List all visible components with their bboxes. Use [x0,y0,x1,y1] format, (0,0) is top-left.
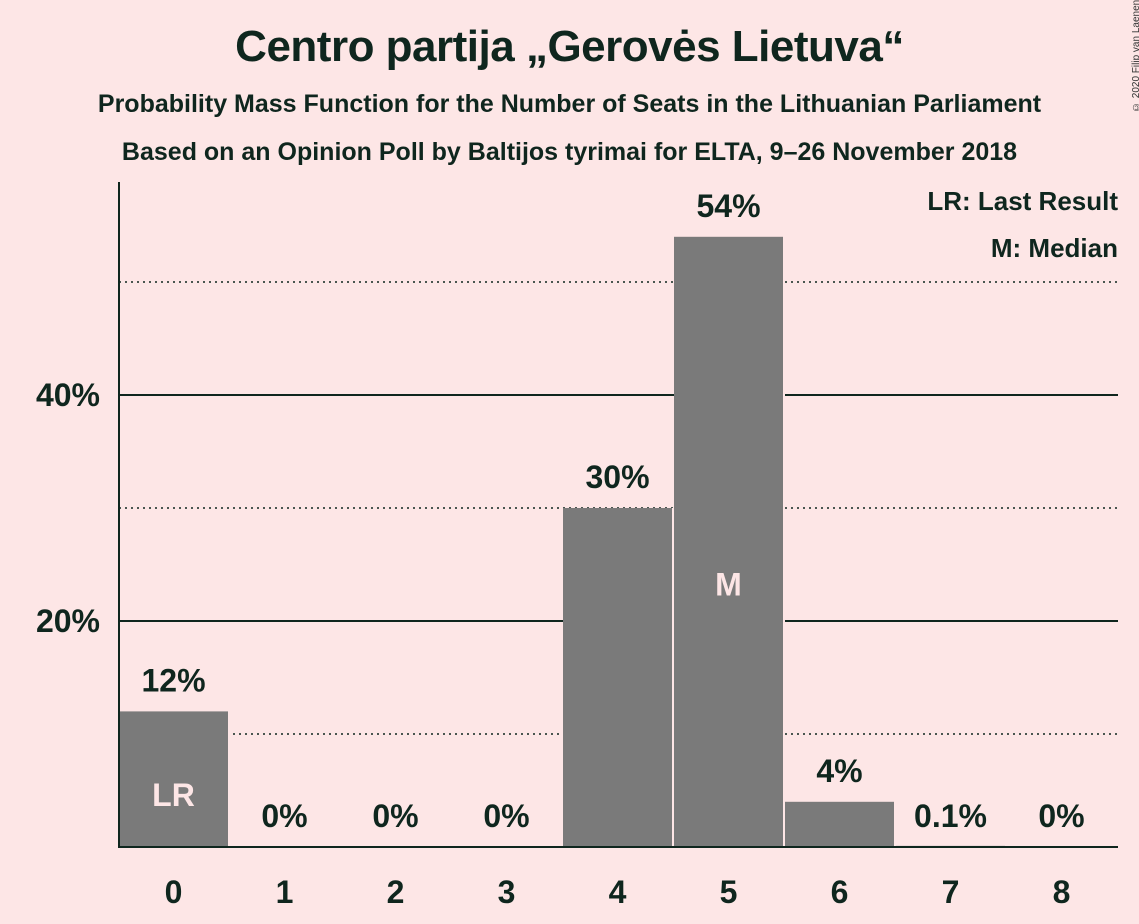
data-label: 0.1% [914,798,987,834]
chart-title: Centro partija „Gerovės Lietuva“ [235,22,904,71]
data-label: 0% [1038,798,1084,834]
bar [119,711,228,847]
x-tick-label: 7 [942,874,960,910]
legend-median: M: Median [991,233,1118,263]
bar-marker-m: M [715,567,742,603]
y-tick-label: 40% [36,377,100,413]
data-label: 54% [696,188,760,224]
data-label: 12% [141,662,205,698]
data-label: 4% [816,753,862,789]
x-tick-label: 2 [387,874,405,910]
data-label: 0% [261,798,307,834]
x-tick-label: 5 [720,874,738,910]
chart-subtitle-poll: Based on an Opinion Poll by Baltijos tyr… [121,138,1018,166]
data-label: 0% [372,798,418,834]
y-tick-label: 20% [36,603,100,639]
x-tick-label: 8 [1053,874,1071,910]
bar [563,508,672,847]
bar [785,801,894,847]
bar [674,236,783,848]
bar-marker-lr: LR [152,777,195,813]
x-tick-label: 1 [276,874,294,910]
x-tick-label: 0 [165,874,183,910]
data-label: 0% [483,798,529,834]
x-tick-label: 4 [609,874,627,910]
chart-subtitle-pmf: Probability Mass Function for the Number… [97,90,1042,118]
data-label: 30% [585,459,649,495]
legend-last-result: LR: Last Result [927,186,1118,216]
x-tick-label: 3 [498,874,516,910]
x-tick-label: 6 [831,874,849,910]
